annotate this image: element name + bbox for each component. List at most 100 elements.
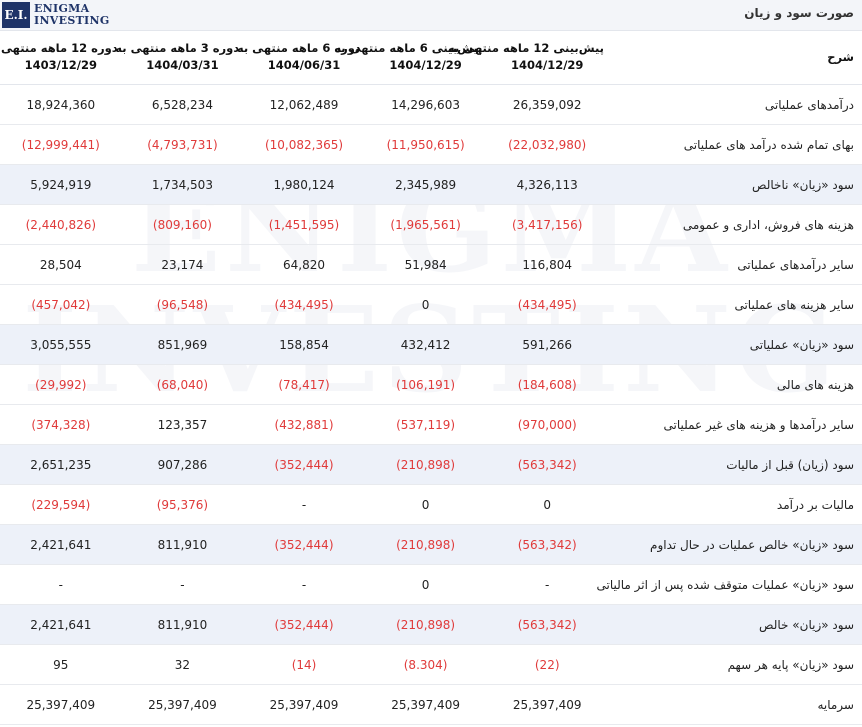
- table-cell: -: [121, 564, 244, 605]
- top-bar: E.I. Enigma Investing صورت سود و زیان: [0, 0, 862, 31]
- row-label: سرمایه: [608, 684, 862, 725]
- table-cell: (229,594): [0, 484, 122, 525]
- row-label: هزینه های مالی: [608, 364, 862, 405]
- table-cell: 14,296,603: [364, 84, 487, 125]
- row-label: سود «زیان» ناخالص: [608, 164, 862, 205]
- table-cell: 123,357: [121, 404, 244, 445]
- table-cell: 25,397,409: [0, 684, 122, 725]
- brand-logo: E.I. Enigma Investing: [2, 2, 110, 28]
- table-cell: 18,924,360: [0, 84, 122, 125]
- table-cell: 0: [486, 484, 608, 525]
- logo-wordmark: Enigma Investing: [34, 3, 110, 27]
- table-cell: 12,062,489: [243, 84, 365, 125]
- column-header-description: شرح: [608, 30, 862, 85]
- table-cell: (563,342): [486, 444, 608, 485]
- table-cell: (457,042): [0, 284, 122, 325]
- row-label: سایر درآمدهای عملیاتی: [608, 244, 862, 285]
- table-cell: (374,328): [0, 404, 122, 445]
- row-label: درآمدهای عملیاتی: [608, 84, 862, 125]
- table-cell: 25,397,409: [121, 684, 244, 725]
- table-cell: (563,342): [486, 524, 608, 565]
- table-row: سایر درآمدهای عملیاتی 116,804 51,984 64,820…: [0, 244, 862, 285]
- table-cell: 811,910: [121, 524, 244, 565]
- table-cell: 2,421,641: [0, 604, 122, 645]
- row-label: سود «زیان» عملیاتی: [608, 324, 862, 365]
- table-cell: (14): [243, 644, 365, 685]
- table-cell: (432,881): [243, 404, 365, 445]
- table-cell: 2,345,989: [364, 164, 487, 205]
- table-cell: (1,451,595): [243, 204, 365, 245]
- column-header: دوره 6 ماهه منتهی به 1404/06/31: [237, 30, 365, 85]
- table-cell: (563,342): [486, 604, 608, 645]
- table-row: مالیات بر درآمد 0 0- (95,376) (229,594): [0, 484, 862, 525]
- table-cell: (210,898): [364, 524, 487, 565]
- row-label: سود «زیان» خالص عملیات در حال تداوم: [608, 524, 862, 565]
- table-cell: 851,969: [121, 324, 244, 365]
- table-cell: 0: [364, 484, 487, 525]
- table-cell: 116,804: [486, 244, 608, 285]
- table-cell: 28,504: [0, 244, 122, 285]
- row-label: سایر هزینه های عملیاتی: [608, 284, 862, 325]
- table-cell: 432,412: [364, 324, 487, 365]
- column-header: پیش‌بینی 12 ماهه منتهی به 1404/12/29: [448, 30, 608, 85]
- table-cell: (29,992): [0, 364, 122, 405]
- table-cell: (4,793,731): [121, 124, 244, 165]
- table-cell: 5,924,919: [0, 164, 122, 205]
- table-cell: -: [243, 564, 365, 605]
- income-statement-table: شرح پیش‌بینی 12 ماهه منتهی به 1404/12/29 …: [0, 30, 862, 725]
- table-cell: 3,055,555: [0, 324, 122, 365]
- table-row: سود «زیان» عملیات متوقف شده پس از اثر ما…: [0, 564, 862, 605]
- table-cell: 64,820: [243, 244, 365, 285]
- table-cell: 26,359,092: [486, 84, 608, 125]
- table-cell: 25,397,409: [486, 684, 608, 725]
- logo-line-1: Enigma: [34, 2, 90, 15]
- table-row: سود «زیان» خالص عملیات در حال تداوم (563,…: [0, 524, 862, 565]
- column-header: دوره 12 ماهه منتهی به1403/12/29: [0, 30, 122, 85]
- table-cell: 811,910: [121, 604, 244, 645]
- table-row: سرمایه 25,397,409 25,397,409 25,397,409 25,3…: [0, 684, 862, 725]
- column-header: دوره 3 ماهه منتهی به 1404/03/31: [115, 30, 244, 85]
- table-row: بهای تمام شده درآمد های عملیاتی (22,032,9…: [0, 124, 862, 165]
- table-row: سود «زیان» پایه هر سهم (22) (8.304) (14) 32 9…: [0, 644, 862, 685]
- table-cell: -: [0, 564, 122, 605]
- logo-line-2: Investing: [34, 14, 110, 27]
- table-cell: (95,376): [121, 484, 244, 525]
- table-cell: -: [243, 484, 365, 525]
- table-cell: 158,854: [243, 324, 365, 365]
- table-cell: (10,082,365): [243, 124, 365, 165]
- table-cell: 2,651,235: [0, 444, 122, 485]
- table-cell: (184,608): [486, 364, 608, 405]
- row-label: سود «زیان» عملیات متوقف شده پس از اثر ما…: [596, 564, 862, 605]
- table-cell: 0: [364, 564, 487, 605]
- table-cell: (2,440,826): [0, 204, 122, 245]
- table-cell: (78,417): [243, 364, 365, 405]
- table-cell: (970,000): [486, 404, 608, 445]
- row-label: هزینه های فروش، اداری و عمومی: [608, 204, 862, 245]
- table-header-row: شرح پیش‌بینی 12 ماهه منتهی به 1404/12/29 …: [0, 30, 862, 85]
- table-cell: (12,999,441): [0, 124, 122, 165]
- logo-mark: E.I.: [2, 2, 30, 28]
- page-title: صورت سود و زیان: [744, 6, 854, 20]
- row-label: بهای تمام شده درآمد های عملیاتی: [608, 124, 862, 165]
- table-row: سایر هزینه های عملیاتی (434,495) 0 (434,495…: [0, 284, 862, 325]
- table-cell: 1,734,503: [121, 164, 244, 205]
- table-cell: 95: [0, 644, 122, 685]
- row-label: سود (زیان) قبل از مالیات: [608, 444, 862, 485]
- table-row: سود «زیان» خالص (563,342) (210,898) (352,44…: [0, 604, 862, 645]
- table-cell: (8.304): [364, 644, 487, 685]
- table-cell: 25,397,409: [364, 684, 487, 725]
- table-cell: (1,965,561): [364, 204, 487, 245]
- table-cell: (352,444): [243, 604, 365, 645]
- table-row: درآمدهای عملیاتی 26,359,092 14,296,603 12,0…: [0, 84, 862, 125]
- table-cell: 907,286: [121, 444, 244, 485]
- table-cell: 51,984: [364, 244, 487, 285]
- table-cell: -: [486, 564, 608, 605]
- table-cell: (68,040): [121, 364, 244, 405]
- table-cell: 23,174: [121, 244, 244, 285]
- table-cell: 591,266: [486, 324, 608, 365]
- table-row: هزینه های فروش، اداری و عمومی (3,417,156)…: [0, 204, 862, 245]
- table-cell: 1,980,124: [243, 164, 365, 205]
- table-cell: (22): [486, 644, 608, 685]
- table-row: سود «زیان» عملیاتی 591,266 432,412 158,854 8…: [0, 324, 862, 365]
- table-cell: (106,191): [364, 364, 487, 405]
